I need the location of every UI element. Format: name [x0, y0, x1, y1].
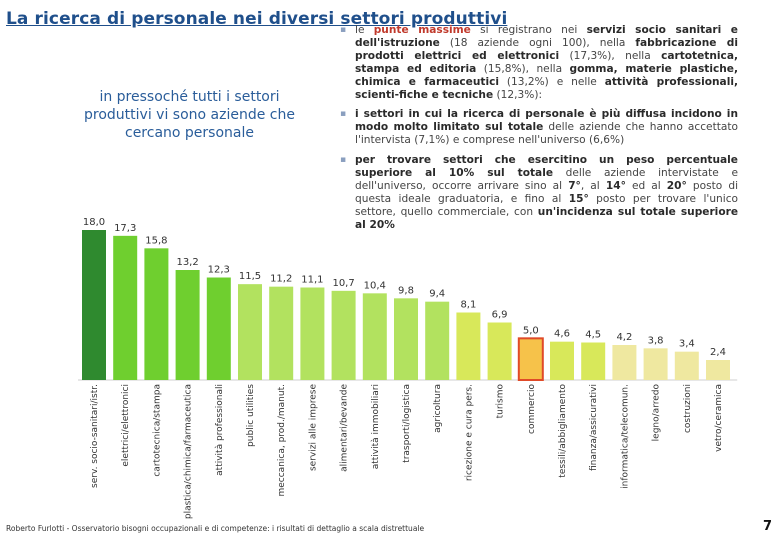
bar — [643, 348, 668, 380]
bar — [674, 351, 699, 380]
bar — [82, 230, 106, 380]
category-label: agricoltura — [433, 384, 443, 433]
bar — [425, 301, 450, 380]
category-label: commercio — [527, 384, 537, 434]
category-label: costruzioni — [683, 384, 693, 433]
category-label: alimentari/bevande — [340, 384, 350, 472]
bar — [581, 342, 606, 380]
data-label: 9,8 — [398, 285, 414, 296]
bar — [269, 286, 294, 380]
data-label: 4,6 — [554, 329, 570, 340]
data-label: 5,0 — [523, 325, 539, 336]
commentary-list: le punte massime si registrano nei servi… — [340, 24, 738, 239]
bar — [517, 337, 544, 382]
category-label: turismo — [496, 384, 506, 419]
bar — [175, 270, 200, 380]
data-label: 2,4 — [710, 347, 726, 358]
bar — [706, 360, 730, 380]
category-label: elettrici/elettronici — [121, 384, 131, 467]
category-label: attività immobiliari — [371, 384, 381, 469]
category-label: ricezione e cura pers. — [464, 384, 474, 481]
category-label: meccanica, prod./manut. — [277, 384, 287, 497]
category-label: serv. socio-sanitari/istr. — [90, 384, 100, 488]
category-label: public utilities — [246, 384, 256, 447]
category-label: plastica/chimica/farmaceutica — [184, 384, 194, 519]
category-label: finanza/assicurativi — [589, 384, 599, 471]
category-label: cartotecnica/stampa — [152, 384, 162, 477]
category-label: servizi alle imprese — [308, 384, 318, 471]
data-label: 12,3 — [208, 265, 230, 276]
data-label: 9,4 — [429, 289, 445, 300]
category-label: trasporti/logistica — [402, 384, 412, 463]
bar — [394, 298, 418, 380]
category-label: informatica/telecomun. — [620, 384, 630, 489]
category-label: attività professionali — [215, 384, 225, 476]
data-label: 10,4 — [364, 280, 386, 291]
data-label: 11,1 — [301, 275, 323, 286]
chart-subtitle: in pressoché tutti i settori produttivi … — [84, 89, 295, 141]
bullet-ranking: per trovare settori che esercitino un pe… — [340, 154, 738, 231]
bar — [300, 287, 325, 380]
bar — [113, 235, 138, 380]
data-label: 6,9 — [492, 310, 508, 321]
bar — [206, 277, 231, 380]
bar — [238, 284, 262, 380]
data-label: 13,2 — [176, 257, 198, 268]
footer-credit: Roberto Furlotti - Osservatorio bisogni … — [6, 524, 425, 533]
data-label: 11,5 — [239, 271, 261, 282]
bar — [144, 248, 169, 380]
bar — [362, 293, 387, 380]
bullet-peaks: le punte massime si registrano nei servi… — [340, 24, 738, 101]
data-label: 8,1 — [460, 300, 476, 311]
category-label: legno/arredo — [652, 384, 662, 442]
data-label: 3,4 — [679, 339, 695, 350]
page-number: 7 — [763, 519, 773, 534]
data-label: 11,2 — [270, 274, 292, 285]
bar — [612, 345, 637, 380]
bar — [331, 290, 356, 380]
data-label: 15,8 — [145, 235, 167, 246]
data-label: 4,2 — [616, 332, 632, 343]
data-label: 3,8 — [648, 335, 664, 346]
bullet-limited-weight: i settori in cui la ricerca di personale… — [340, 108, 738, 147]
data-label: 18,0 — [83, 217, 105, 228]
category-label: tessili/abbigliamento — [558, 384, 568, 478]
bar — [456, 312, 481, 380]
data-label: 4,5 — [585, 330, 601, 341]
bar — [550, 341, 574, 380]
data-label: 10,7 — [332, 278, 354, 289]
category-label: vetro/ceramica — [714, 384, 724, 452]
bar — [487, 322, 512, 380]
data-label: 17,3 — [114, 223, 136, 234]
